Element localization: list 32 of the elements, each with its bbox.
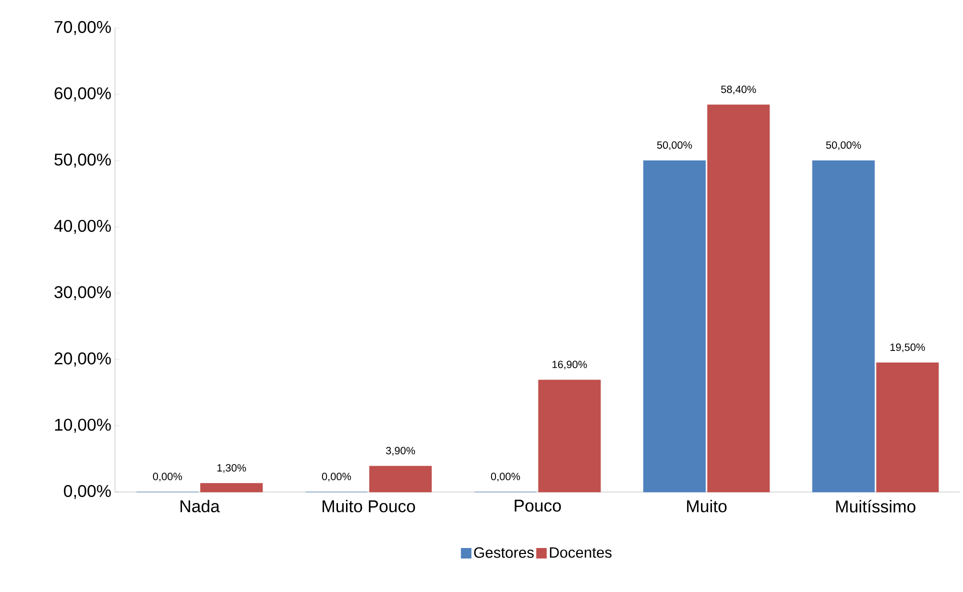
x-tick-label: Muito Pouco [322, 500, 415, 512]
y-tick-label: 50,00% [54, 154, 111, 168]
legend-label: Docentes [550, 547, 612, 558]
y-tick-label: 20,00% [54, 352, 111, 366]
data-label: 0,00% [322, 472, 351, 482]
y-tick-label: 0,00% [64, 484, 111, 500]
x-tick-label: Muitíssimo [836, 500, 916, 513]
data-label: 50,00% [657, 141, 692, 150]
data-label: 3,90% [386, 446, 415, 456]
bar [369, 466, 432, 492]
bar [707, 104, 770, 492]
data-label: 19,50% [890, 344, 925, 352]
data-label: 1,30% [217, 464, 246, 473]
bar [538, 380, 601, 492]
y-tick-label: 10,00% [55, 418, 111, 433]
y-tick-label: 30,00% [54, 286, 111, 300]
data-label: 50,00% [826, 141, 861, 150]
x-tick-label: Pouco [514, 500, 561, 512]
bar [812, 160, 875, 492]
legend-label: Gestores [474, 547, 534, 558]
data-label: 0,00% [491, 472, 520, 482]
data-label: 0,00% [153, 472, 182, 482]
bar [876, 362, 939, 492]
data-label: 58,40% [721, 86, 756, 94]
y-tick-label: 60,00% [54, 87, 111, 102]
data-label: 16,90% [552, 360, 587, 370]
y-tick-label: 40,00% [54, 220, 111, 234]
bar [643, 160, 706, 492]
x-tick-label: Nada [180, 500, 220, 512]
y-tick-label: 70,00% [54, 20, 111, 36]
bar [200, 483, 263, 492]
x-tick-label: Muito [687, 500, 727, 512]
